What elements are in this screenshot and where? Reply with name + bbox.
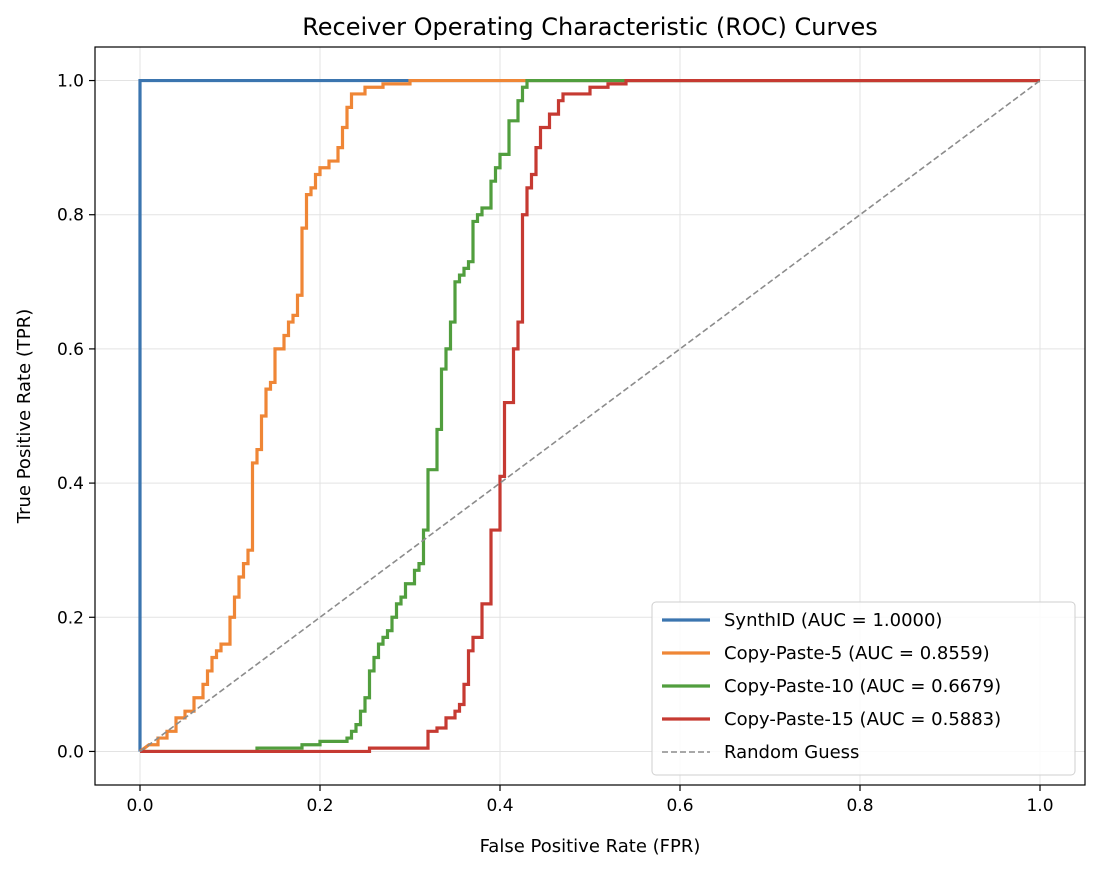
series-line-3 xyxy=(140,78,1040,754)
series-line-4 xyxy=(139,79,1041,753)
chart-title: Receiver Operating Characteristic (ROC) … xyxy=(302,13,878,41)
series-line-2 xyxy=(140,78,1040,754)
y-tick-label: 1.0 xyxy=(57,72,84,92)
x-tick-label: 0.8 xyxy=(846,796,873,816)
x-tick-label: 1.0 xyxy=(1026,796,1053,816)
legend-box xyxy=(651,601,1076,776)
legend-label-2: Copy-Paste-10 (AUC = 0.6679) xyxy=(724,676,1001,697)
y-tick-label: 0.8 xyxy=(57,206,84,226)
legend-label-4: Random Guess xyxy=(724,742,859,763)
x-tick-label: 0.0 xyxy=(126,796,153,816)
x-axis-ticks: 0.0 0.2 0.4 0.6 0.8 1.0 xyxy=(126,785,1054,816)
y-tick-label: 0.0 xyxy=(57,742,84,762)
x-tick-label: 0.6 xyxy=(666,796,693,816)
y-tick-label: 0.6 xyxy=(57,340,84,360)
x-tick-label: 0.4 xyxy=(486,796,513,816)
y-axis-ticks: 0.0 0.2 0.4 0.6 0.8 1.0 xyxy=(57,72,95,762)
x-axis-label: False Positive Rate (FPR) xyxy=(480,836,701,857)
legend: SynthID (AUC = 1.0000) Copy-Paste-5 (AUC … xyxy=(651,601,1076,776)
x-tick-label: 0.2 xyxy=(306,796,333,816)
legend-label-0: SynthID (AUC = 1.0000) xyxy=(724,610,942,631)
series-line-1 xyxy=(139,78,1040,753)
legend-label-1: Copy-Paste-5 (AUC = 0.8559) xyxy=(724,643,990,664)
plot-frame xyxy=(94,46,1086,786)
series-lines xyxy=(138,78,1041,754)
y-tick-label: 0.2 xyxy=(57,608,84,628)
y-axis-label: True Positive Rate (TPR) xyxy=(14,309,35,524)
legend-label-3: Copy-Paste-15 (AUC = 0.5883) xyxy=(724,709,1001,730)
y-tick-label: 0.4 xyxy=(57,474,84,494)
